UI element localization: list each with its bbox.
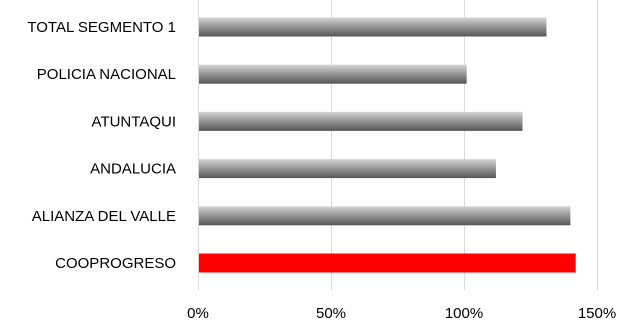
- x-tick-label: 50%: [316, 305, 346, 322]
- bar: [199, 64, 467, 84]
- x-tick-label: 0%: [187, 305, 209, 322]
- x-tick-label: 100%: [445, 305, 483, 322]
- category-label: ALIANZA DEL VALLE: [32, 208, 176, 225]
- bars: [199, 17, 576, 273]
- bar: [199, 17, 547, 37]
- bar: [199, 253, 576, 273]
- category-label: COOPROGRESO: [55, 255, 176, 272]
- category-label: POLICIA NACIONAL: [37, 66, 176, 83]
- category-label: TOTAL SEGMENTO 1: [27, 19, 176, 36]
- bar: [199, 159, 496, 179]
- gridlines: [198, 0, 598, 290]
- category-labels: TOTAL SEGMENTO 1 POLICIA NACIONAL ATUNTAQU…: [27, 19, 176, 272]
- x-tick-label: 150%: [578, 305, 616, 322]
- bar: [199, 206, 571, 226]
- category-label: ATUNTAQUI: [92, 113, 176, 130]
- x-tick-labels: 0% 50% 100% 150%: [187, 305, 616, 322]
- bar: [199, 111, 523, 131]
- category-label: ANDALUCIA: [90, 161, 176, 178]
